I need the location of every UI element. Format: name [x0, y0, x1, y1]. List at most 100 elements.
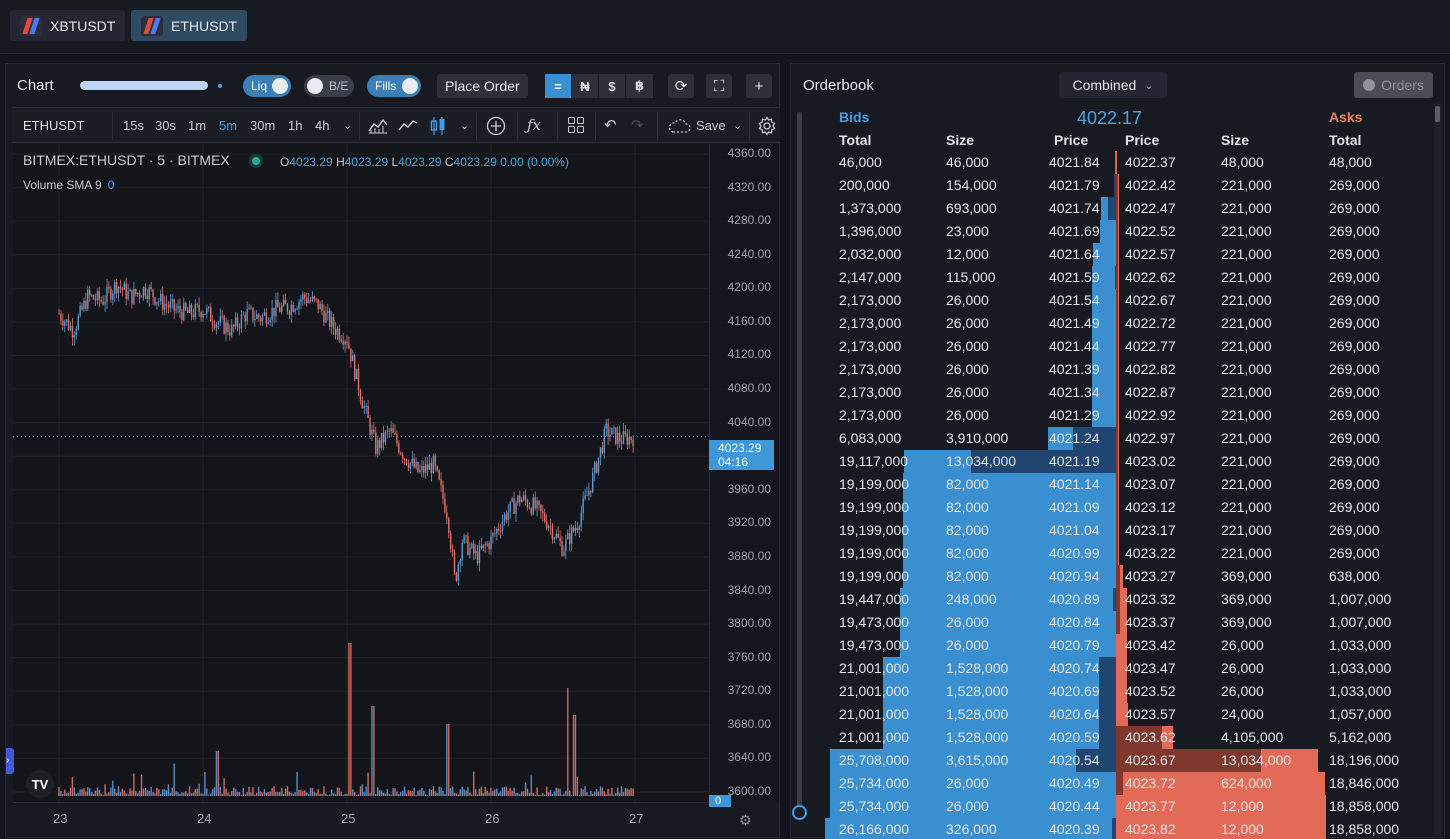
save-button[interactable]: Save [696, 118, 726, 133]
save-dropdown-icon[interactable]: ⌄ [733, 120, 743, 132]
add-icon[interactable]: + [746, 74, 772, 98]
orderbook-row[interactable]: 19,473,000 26,000 4020.79 4023.42 26,000 1,03… [791, 634, 1431, 657]
orderbook-row[interactable]: 46,000 46,000 4021.84 4022.37 48,000 48,000 [791, 151, 1431, 174]
orderbook-row[interactable]: 21,001,000 1,528,000 4020.64 4023.57 24,000 1… [791, 703, 1431, 726]
orderbook-row[interactable]: 21,001,000 1,528,000 4020.74 4023.47 26,000 1… [791, 657, 1431, 680]
depth-zoom-rail[interactable] [797, 112, 802, 818]
orderbook-row[interactable]: 2,173,000 26,000 4021.29 4022.92 221,000 269,… [791, 404, 1431, 427]
orderbook-row[interactable]: 19,473,000 26,000 4020.84 4023.37 369,000 1,0… [791, 611, 1431, 634]
candle-body [217, 322, 220, 324]
orderbook-row[interactable]: 26,166,000 326,000 4020.39 4023.82 12,000 18,… [791, 818, 1431, 839]
chart-type-dropdown-icon[interactable]: ⌄ [460, 120, 470, 132]
orderbook-row[interactable]: 2,173,000 26,000 4021.39 4022.82 221,000 269,… [791, 358, 1431, 381]
candle-body [365, 405, 367, 407]
area-chart-icon[interactable] [367, 116, 389, 138]
price-axis[interactable]: 4360.00 4320.00 4280.00 4240.00 4200.00 4160.… [709, 144, 779, 802]
candles-chart-icon[interactable] [429, 116, 447, 140]
candle-body [578, 526, 581, 531]
candle-body [90, 295, 93, 296]
timeframe-4h[interactable]: 4h [315, 118, 330, 133]
volume-bar [296, 771, 298, 796]
indicators-plus-icon[interactable] [486, 116, 506, 140]
volume-bar [148, 790, 150, 796]
timeframe-30m[interactable]: 30m [250, 118, 276, 133]
orderbook-row[interactable]: 2,173,000 26,000 4021.44 4022.77 221,000 269,… [791, 335, 1431, 358]
candle-body [292, 304, 294, 312]
tradingview-logo-icon[interactable]: TV [26, 770, 54, 798]
bid-depth-bar [882, 703, 1116, 726]
pair-tab-ethusdt[interactable]: ETHUSDT [131, 10, 248, 41]
orderbook-row[interactable]: 1,396,000 23,000 4021.69 4022.52 221,000 269,… [791, 220, 1431, 243]
time-axis[interactable]: 23 24 25 26 27 [13, 802, 709, 834]
orderbook-row[interactable]: 6,083,000 3,910,000 4021.24 4022.97 221,000 2… [791, 427, 1431, 450]
pair-tab-xbtusdt[interactable]: XBTUSDT [10, 10, 126, 41]
orderbook-row[interactable]: 19,447,000 248,000 4020.89 4023.32 369,000 1,… [791, 588, 1431, 611]
bid-size-cell: 26,000 [946, 361, 989, 377]
timeframe-30s[interactable]: 30s [155, 118, 176, 133]
chart-settings-gear-icon[interactable]: ⚙ [739, 812, 752, 828]
candle-body [432, 455, 435, 474]
orderbook-row[interactable]: 19,199,000 82,000 4021.14 4023.07 221,000 269… [791, 473, 1431, 496]
chart-zoom-slider[interactable] [80, 81, 208, 90]
settings-gear-icon[interactable] [757, 116, 777, 140]
fullscreen-icon[interactable]: ⛶ [706, 74, 732, 98]
price-chart-canvas[interactable] [13, 144, 709, 802]
bid-depth-bar [1100, 220, 1116, 243]
undo-icon[interactable]: ↶ [604, 117, 617, 134]
orderbook-row[interactable]: 19,199,000 82,000 4021.04 4023.17 221,000 269… [791, 519, 1431, 542]
orderbook-row[interactable]: 2,147,000 115,000 4021.59 4022.62 221,000 269… [791, 266, 1431, 289]
refresh-icon[interactable]: ⟳ [668, 74, 694, 98]
timeframe-5m[interactable]: 5m [219, 118, 238, 133]
orderbook-row[interactable]: 2,173,000 26,000 4021.49 4022.72 221,000 269,… [791, 312, 1431, 335]
orderbook-row[interactable]: 19,199,000 82,000 4021.09 4023.12 221,000 269… [791, 496, 1431, 519]
timeframe-1h[interactable]: 1h [288, 118, 303, 133]
redo-icon[interactable]: ↷ [631, 117, 644, 134]
volume-bar [215, 751, 218, 796]
orderbook-row[interactable]: 1,373,000 693,000 4021.74 4022.47 221,000 269… [791, 197, 1431, 220]
place-order-button[interactable]: Place Order [437, 74, 528, 98]
volume-bar [592, 794, 594, 796]
unit-btc-button[interactable]: ฿ [626, 74, 653, 98]
orderbook-row[interactable]: 19,199,000 82,000 4020.99 4023.22 221,000 269… [791, 542, 1431, 565]
bid-total-cell: 2,173,000 [839, 384, 902, 400]
orderbook-row[interactable]: 2,032,000 12,000 4021.64 4022.57 221,000 269,… [791, 243, 1431, 266]
orderbook-row[interactable]: 2,173,000 26,000 4021.34 4022.87 221,000 269,… [791, 381, 1431, 404]
bid-size-cell: 13,034,000 [946, 453, 1017, 469]
liq-toggle[interactable]: Liq [243, 75, 291, 97]
candle-body [209, 306, 212, 322]
orderbook-row[interactable]: 19,199,000 82,000 4020.94 4023.27 369,000 638… [791, 565, 1431, 588]
orderbook-row[interactable]: 19,117,000 13,034,000 4021.19 4023.02 221,00… [791, 450, 1431, 473]
orderbook-row[interactable]: 25,734,000 26,000 4020.44 4023.77 12,000 18,8… [791, 795, 1431, 818]
layout-grid-icon[interactable] [567, 116, 585, 138]
candle-body [599, 447, 602, 458]
fills-toggle[interactable]: Fills [367, 75, 421, 97]
side-drawer-handle[interactable]: › [6, 748, 14, 774]
bid-depth-bar [899, 588, 1116, 611]
depth-zoom-handle[interactable] [792, 805, 807, 820]
orderbook-row[interactable]: 25,734,000 26,000 4020.49 4023.72 624,000 18,… [791, 772, 1431, 795]
line-chart-icon[interactable] [397, 116, 419, 138]
unit-naira-button[interactable]: ₦ [572, 74, 599, 98]
unit-contracts-button[interactable]: = [545, 74, 572, 98]
timeframe-dropdown-icon[interactable]: ⌄ [343, 120, 353, 132]
volume-bar [465, 790, 467, 796]
orderbook-row[interactable]: 21,001,000 1,528,000 4020.69 4023.52 26,000 1… [791, 680, 1431, 703]
symbol-search[interactable]: ETHUSDT [23, 118, 85, 133]
save-cloud-icon[interactable] [667, 118, 691, 138]
orderbook-scrollbar[interactable] [1434, 104, 1441, 834]
orderbook-row[interactable]: 25,708,000 3,615,000 4020.54 4023.67 13,034,… [791, 749, 1431, 772]
orderbook-row[interactable]: 21,001,000 1,528,000 4020.59 4023.62 4,105,0… [791, 726, 1431, 749]
price-chart[interactable] [13, 144, 709, 802]
timeframe-15s[interactable]: 15s [123, 118, 144, 133]
orders-button[interactable]: Orders [1354, 72, 1433, 98]
bid-depth-bar [1091, 312, 1116, 335]
timeframe-1m[interactable]: 1m [188, 118, 207, 133]
orderbook-row[interactable]: 200,000 154,000 4021.79 4022.42 221,000 269,0… [791, 174, 1431, 197]
orderbook-row[interactable]: 2,173,000 26,000 4021.54 4022.67 221,000 269,… [791, 289, 1431, 312]
orderbook-mode-select[interactable]: Combined ⌄ [1059, 72, 1167, 98]
be-toggle[interactable]: B/E [304, 75, 354, 97]
function-fx-icon[interactable]: ƒx [527, 116, 542, 134]
unit-usd-button[interactable]: $ [599, 74, 626, 98]
volume-bar [112, 780, 114, 796]
candle-body [530, 508, 533, 514]
